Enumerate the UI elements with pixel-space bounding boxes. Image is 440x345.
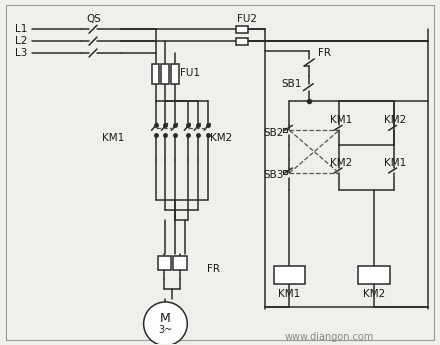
Bar: [173, 256, 187, 270]
Text: L2: L2: [15, 36, 28, 46]
Text: M: M: [160, 312, 171, 325]
Text: KM2: KM2: [363, 289, 385, 299]
Bar: [172, 64, 180, 84]
Text: FR: FR: [318, 48, 330, 58]
Bar: [158, 256, 172, 270]
Text: KM2: KM2: [210, 133, 232, 143]
Text: FR: FR: [206, 264, 220, 274]
Bar: [151, 64, 159, 84]
Text: KM1: KM1: [102, 133, 124, 143]
Text: L3: L3: [15, 48, 28, 58]
Text: KM2: KM2: [330, 158, 352, 168]
Bar: [274, 266, 305, 284]
Text: KM1: KM1: [385, 158, 407, 168]
Text: KM1: KM1: [279, 289, 301, 299]
Bar: [161, 64, 169, 84]
Bar: [236, 26, 248, 33]
Text: SB3: SB3: [264, 170, 284, 180]
Text: FU1: FU1: [180, 68, 200, 78]
Text: www.diangon.com: www.diangon.com: [285, 332, 374, 342]
Text: KM2: KM2: [385, 116, 407, 126]
Text: 3~: 3~: [158, 325, 172, 335]
Text: FU2: FU2: [237, 14, 257, 24]
Circle shape: [143, 302, 187, 345]
Bar: [358, 266, 390, 284]
Text: KM1: KM1: [330, 116, 352, 126]
Text: SB2: SB2: [264, 128, 284, 138]
Text: SB1: SB1: [281, 79, 301, 89]
Text: L1: L1: [15, 24, 28, 34]
Text: QS: QS: [87, 14, 102, 24]
Bar: [236, 38, 248, 45]
